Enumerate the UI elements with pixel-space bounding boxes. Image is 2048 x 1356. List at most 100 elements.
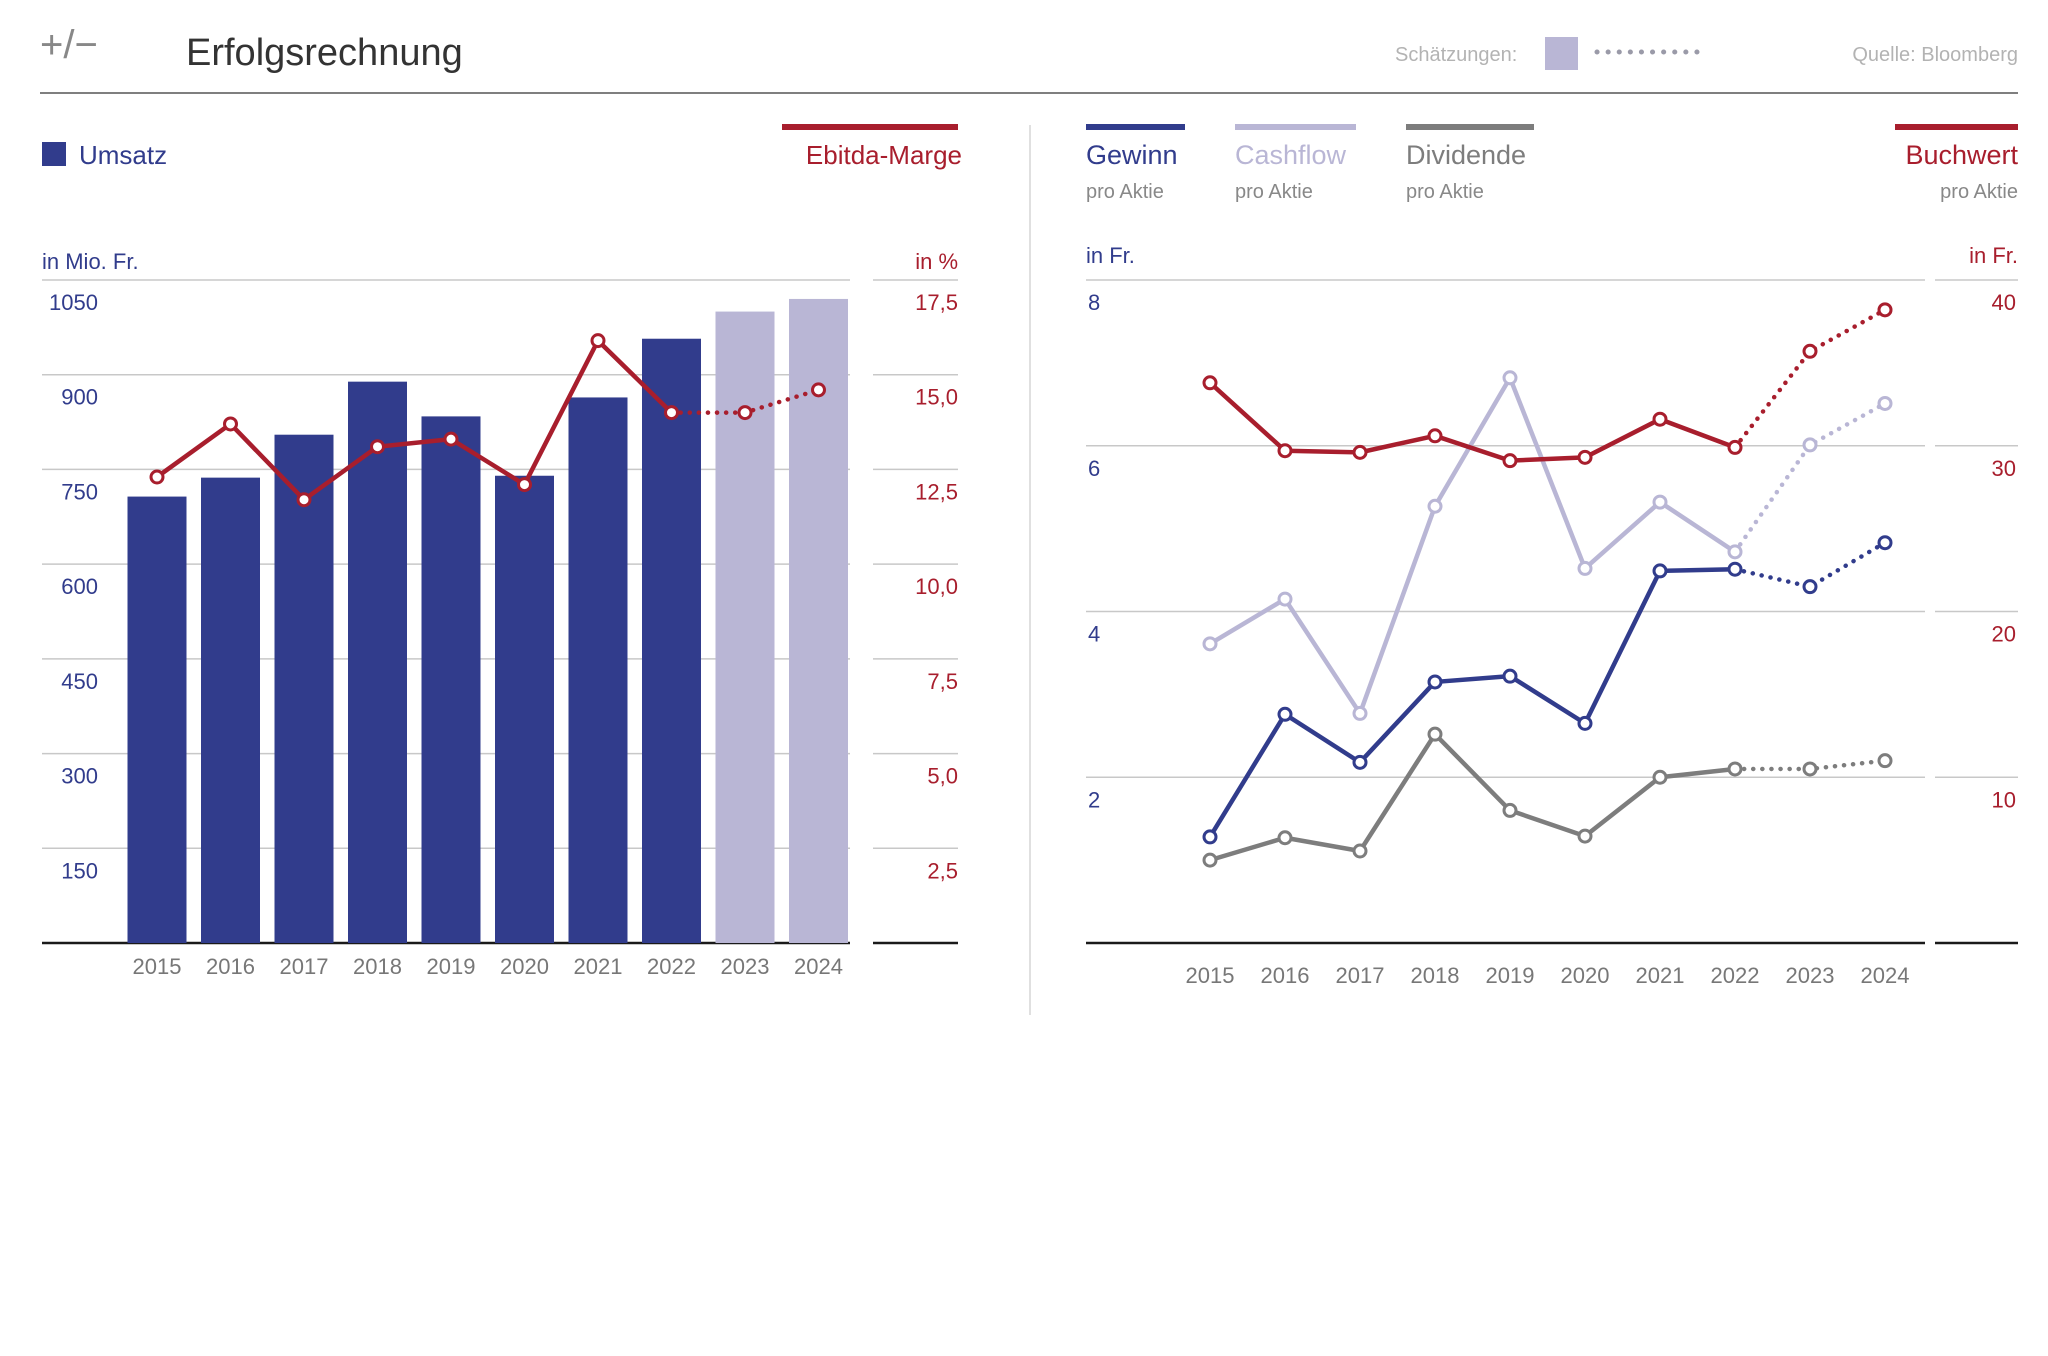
point-ebitda-marge	[737, 405, 753, 421]
bar-umsatz	[127, 496, 187, 943]
point-buchwert	[1502, 453, 1518, 469]
y-tick-label-right: 30	[1992, 456, 2016, 481]
line-buchwert	[1208, 381, 1736, 463]
legend-umsatz: Umsatz	[79, 140, 167, 170]
point-gewinn	[1802, 579, 1818, 595]
ticks-layer: 150 300 450 600 750 900 1050 2,5 5,0 7,5 10,0 12,5 1…	[49, 290, 2016, 988]
point-ebitda-marge	[811, 382, 826, 398]
bar-umsatz	[274, 434, 334, 943]
point-cashflow	[1877, 395, 1893, 411]
bar-umsatz	[789, 298, 848, 943]
point-dividende	[1727, 761, 1743, 777]
line-buchwert-estimate	[1732, 307, 1888, 450]
page-title: Erfolgsrechnung	[186, 32, 463, 74]
right-chart-right-axis-label: in Fr.	[1969, 243, 2018, 268]
x-tick-label: 2019	[427, 954, 476, 979]
right-chart-left-axis-label: in Fr.	[1086, 243, 1135, 268]
point-buchwert	[1577, 449, 1593, 465]
y-tick-label-left: 750	[61, 479, 98, 504]
x-tick-label: 2018	[353, 954, 402, 979]
point-dividende	[1277, 830, 1293, 846]
point-cashflow	[1652, 494, 1668, 510]
line-gewinn-estimate	[1732, 540, 1888, 590]
x-tick-label: 2023	[721, 954, 770, 979]
point-ebitda-marge	[443, 431, 459, 447]
point-buchwert	[1877, 302, 1893, 318]
legend-gewinn-sub: pro Aktie	[1086, 181, 1164, 203]
legend-umsatz-swatch	[42, 142, 66, 166]
point-gewinn	[1727, 561, 1743, 577]
y-tick-label-right: 10	[1992, 787, 2016, 812]
y-tick-label-right: 10,0	[915, 574, 958, 599]
y-tick-label-left: 150	[61, 858, 98, 883]
point-gewinn	[1652, 563, 1668, 579]
point-buchwert	[1652, 411, 1668, 427]
x-tick-label: 2024	[1861, 963, 1910, 988]
y-tick-label-left: 8	[1088, 290, 1100, 315]
x-tick-label: 2016	[1261, 963, 1310, 988]
point-cashflow	[1802, 437, 1818, 453]
x-tick-label: 2022	[1711, 963, 1760, 988]
point-buchwert	[1202, 375, 1218, 391]
point-buchwert	[1352, 444, 1368, 460]
x-tick-label: 2021	[574, 954, 623, 979]
point-buchwert	[1802, 343, 1818, 359]
legend-gewinn: Gewinn	[1086, 140, 1178, 170]
x-tick-label: 2020	[1561, 963, 1610, 988]
point-dividende	[1877, 753, 1893, 769]
point-dividende	[1577, 828, 1593, 844]
bar-umsatz	[201, 477, 260, 943]
legend-cashflow: Cashflow	[1235, 140, 1347, 170]
y-tick-label-left: 2	[1088, 787, 1100, 812]
x-tick-label: 2015	[1186, 963, 1235, 988]
source-note: Quelle: Bloomberg	[1852, 44, 2018, 66]
line-cashflow	[1208, 375, 1737, 716]
point-cashflow	[1427, 498, 1443, 514]
point-gewinn	[1202, 829, 1218, 845]
x-tick-label: 2020	[500, 954, 549, 979]
x-tick-label: 2024	[794, 954, 843, 979]
point-cashflow	[1277, 591, 1293, 607]
point-cashflow	[1502, 370, 1518, 386]
point-cashflow	[1352, 705, 1368, 721]
bars-layer	[127, 298, 848, 944]
line-gewinn	[1208, 566, 1736, 839]
point-buchwert	[1277, 443, 1293, 459]
y-tick-label-left: 600	[61, 574, 98, 599]
legend-buchwert: Buchwert	[1905, 140, 2018, 170]
line-dividende	[1209, 731, 1736, 863]
point-gewinn	[1877, 535, 1893, 551]
point-gewinn	[1502, 668, 1518, 684]
estimate-bar-swatch	[1545, 37, 1578, 70]
x-tick-label: 2017	[1336, 963, 1385, 988]
bar-umsatz	[495, 475, 554, 943]
y-tick-label-right: 20	[1992, 622, 2016, 647]
x-tick-label: 2023	[1786, 963, 1835, 988]
point-cashflow	[1577, 560, 1593, 576]
point-buchwert	[1427, 428, 1443, 444]
y-tick-label-left: 450	[61, 669, 98, 694]
x-tick-label: 2019	[1486, 963, 1535, 988]
point-dividende	[1352, 843, 1368, 859]
point-ebitda-marge	[370, 439, 385, 455]
y-tick-label-left: 6	[1088, 456, 1100, 481]
point-dividende	[1502, 802, 1518, 818]
y-tick-label-right: 40	[1992, 290, 2016, 315]
y-tick-label-left: 4	[1088, 622, 1100, 647]
point-dividende	[1802, 761, 1818, 777]
x-tick-label: 2017	[280, 954, 329, 979]
point-gewinn	[1427, 674, 1443, 690]
point-ebitda-marge	[296, 492, 312, 508]
y-tick-label-right: 12,5	[915, 479, 958, 504]
point-dividende	[1652, 769, 1668, 785]
y-tick-label-right: 2,5	[927, 858, 958, 883]
legend-dividende-sub: pro Aktie	[1406, 181, 1484, 203]
legend-cashflow-sub: pro Aktie	[1235, 181, 1313, 203]
point-ebitda-marge	[664, 405, 679, 421]
y-tick-label-left: 900	[61, 385, 98, 410]
line-cashflow-estimate	[1732, 401, 1888, 555]
y-tick-label-right: 7,5	[927, 669, 958, 694]
point-cashflow	[1727, 544, 1743, 560]
